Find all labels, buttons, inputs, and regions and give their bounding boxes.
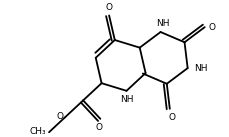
Text: O: O bbox=[56, 112, 63, 121]
Text: O: O bbox=[95, 123, 102, 132]
Text: NH: NH bbox=[120, 95, 133, 104]
Text: NH: NH bbox=[194, 64, 207, 73]
Text: O: O bbox=[209, 23, 216, 32]
Text: O: O bbox=[169, 113, 176, 122]
Text: CH₃: CH₃ bbox=[30, 127, 46, 136]
Text: NH: NH bbox=[156, 19, 169, 28]
Text: O: O bbox=[106, 3, 113, 12]
